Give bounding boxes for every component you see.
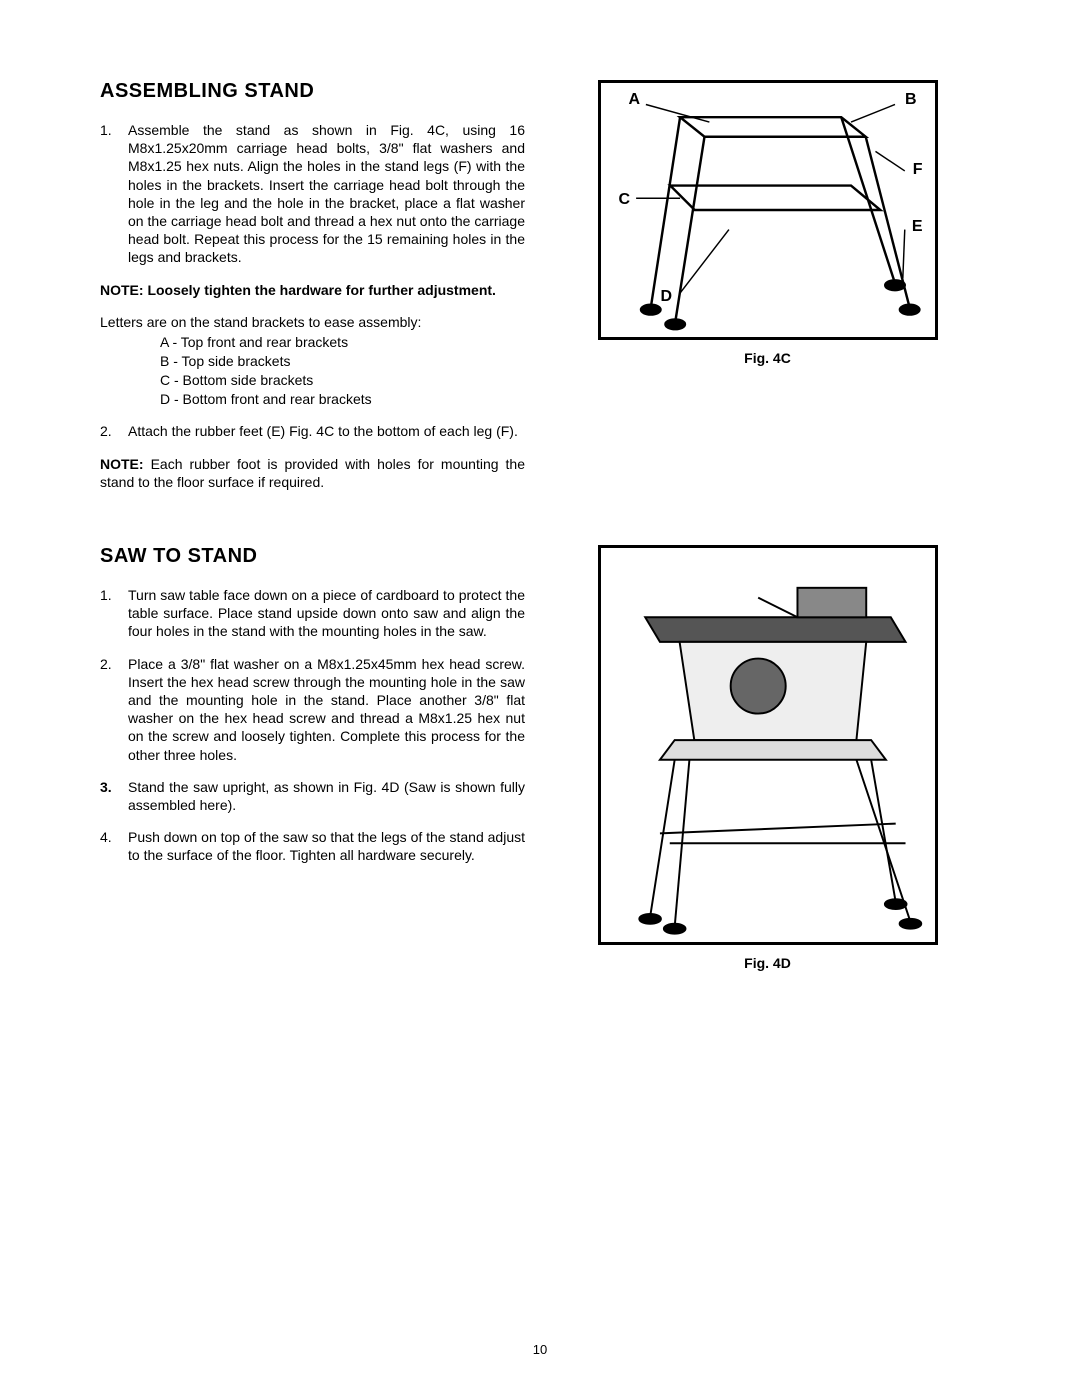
- letters-list: A - Top front and rear brackets B - Top …: [100, 333, 525, 409]
- section2-step1: Turn saw table face down on a piece of c…: [100, 586, 525, 641]
- fig4c-label-e: E: [912, 218, 923, 236]
- section2-step2: Place a 3/8" flat washer on a M8x1.25x45…: [100, 655, 525, 764]
- fig4c-label-a: A: [629, 91, 641, 109]
- letters-intro: Letters are on the stand brackets to eas…: [100, 313, 525, 331]
- section1-text-column: ASSEMBLING STAND Assemble the stand as s…: [100, 80, 525, 505]
- fig4c-label-f: F: [913, 161, 923, 179]
- section2-step4: Push down on top of the saw so that the …: [100, 828, 525, 864]
- letter-b: B - Top side brackets: [160, 352, 525, 371]
- assembling-stand-section: ASSEMBLING STAND Assemble the stand as s…: [100, 80, 980, 505]
- letter-a: A - Top front and rear brackets: [160, 333, 525, 352]
- section1-step1: Assemble the stand as shown in Fig. 4C, …: [100, 121, 525, 267]
- note2-rest: Each rubber foot is provided with holes …: [100, 456, 525, 490]
- fig4c-label-d: D: [661, 288, 673, 306]
- fig4c-label-b: B: [905, 91, 917, 109]
- page-number: 10: [0, 1342, 1080, 1357]
- section1-figure-column: A B C D E F Fig. 4C: [555, 80, 980, 505]
- section1-step2: Attach the rubber feet (E) Fig. 4C to th…: [100, 422, 525, 440]
- note2-bold: NOTE:: [100, 456, 144, 472]
- section2-figure-column: Fig. 4D: [555, 545, 980, 971]
- figure-4d: [598, 545, 938, 945]
- fig4d-caption: Fig. 4D: [744, 955, 791, 971]
- letter-c: C - Bottom side brackets: [160, 371, 525, 390]
- section1-steps-cont: Attach the rubber feet (E) Fig. 4C to th…: [100, 422, 525, 440]
- section1-steps: Assemble the stand as shown in Fig. 4C, …: [100, 121, 525, 267]
- fig4c-caption: Fig. 4C: [744, 350, 791, 366]
- section1-note2: NOTE: Each rubber foot is provided with …: [100, 455, 525, 491]
- letter-d: D - Bottom front and rear brackets: [160, 390, 525, 409]
- section1-note1: NOTE: Loosely tighten the hardware for f…: [100, 281, 525, 299]
- fig4c-label-c: C: [619, 191, 631, 209]
- figure-4c: A B C D E F: [598, 80, 938, 340]
- saw-to-stand-section: SAW TO STAND Turn saw table face down on…: [100, 545, 980, 971]
- section1-heading: ASSEMBLING STAND: [100, 80, 525, 103]
- page-container: ASSEMBLING STAND Assemble the stand as s…: [0, 0, 1080, 1051]
- stand-diagram-svg: [601, 83, 935, 337]
- section2-heading: SAW TO STAND: [100, 545, 525, 568]
- section2-step3: Stand the saw upright, as shown in Fig. …: [100, 778, 525, 814]
- saw-on-stand-svg: [601, 548, 935, 942]
- section2-steps: Turn saw table face down on a piece of c…: [100, 586, 525, 864]
- section2-text-column: SAW TO STAND Turn saw table face down on…: [100, 545, 525, 971]
